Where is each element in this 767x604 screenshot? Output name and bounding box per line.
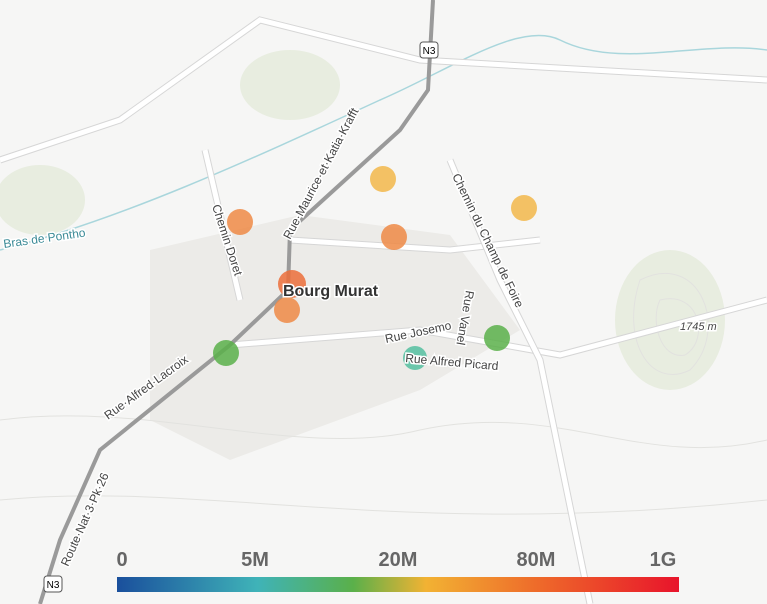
marker[interactable] (213, 340, 239, 366)
marker[interactable] (274, 297, 300, 323)
legend-tick: 20M (379, 549, 418, 571)
road-shield: N3 (47, 580, 60, 591)
legend-tick: 5M (241, 549, 269, 571)
markers (213, 166, 537, 370)
marker[interactable] (278, 270, 306, 298)
marker[interactable] (511, 195, 537, 221)
legend: 0 5M 20M 80M 1G (116, 549, 679, 592)
place-label: Bourg Murat (283, 283, 379, 300)
peak-label: 1745 m (680, 321, 717, 333)
marker[interactable] (381, 224, 407, 250)
legend-tick: 1G (650, 549, 677, 571)
marker[interactable] (484, 325, 510, 351)
legend-tick: 0 (116, 549, 127, 571)
legend-scale (117, 577, 679, 592)
marker[interactable] (227, 209, 253, 235)
marker[interactable] (370, 166, 396, 192)
road-shield: N3 (423, 46, 436, 57)
marker[interactable] (403, 346, 427, 370)
legend-tick: 80M (517, 549, 556, 571)
